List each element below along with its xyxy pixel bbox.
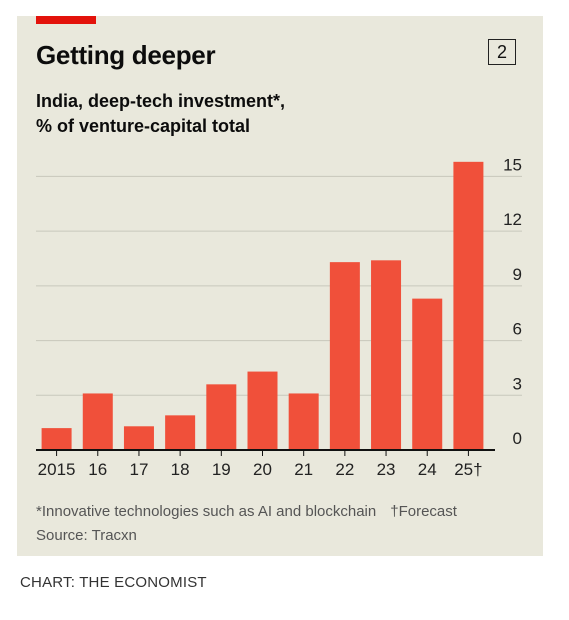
- x-tick-label: 19: [212, 460, 231, 479]
- bar-chart: 0 3 6 9 12 15 2015 16 17 18 19 20 21 22 23 24 25†: [36, 155, 522, 479]
- y-tick-label: 3: [513, 374, 522, 393]
- subtitle-line-2: % of venture-capital total: [36, 116, 251, 136]
- chart-title: Getting deeper: [36, 40, 216, 70]
- bar: [206, 384, 237, 450]
- x-tick-label: 20: [253, 460, 272, 479]
- bar: [329, 262, 360, 450]
- y-tick-label: 15: [503, 155, 522, 174]
- x-tick-label: 23: [377, 460, 396, 479]
- y-tick-label: 12: [503, 210, 522, 229]
- subtitle-line-1: India, deep-tech investment*,: [36, 91, 286, 111]
- x-tick-label: 22: [335, 460, 354, 479]
- x-tick-label: 24: [418, 460, 437, 479]
- x-tick-label: 17: [129, 460, 148, 479]
- bar: [453, 161, 484, 450]
- x-tick-label: 16: [88, 460, 107, 479]
- x-tick-label: 25†: [454, 460, 482, 479]
- bar: [288, 393, 319, 450]
- footnote-forecast: †Forecast: [390, 503, 457, 520]
- bar: [371, 260, 402, 450]
- bar: [123, 426, 154, 450]
- chart-panel: Getting deeper 2 India, deep-tech invest…: [17, 16, 543, 556]
- x-tick-label: 18: [171, 460, 190, 479]
- footnote-innovative: *Innovative technologies such as AI and …: [36, 503, 377, 520]
- red-tag-accent: [36, 16, 96, 24]
- bar: [165, 415, 196, 450]
- chart-subtitle: India, deep-tech investment*, % of ventu…: [36, 89, 285, 139]
- bar: [41, 428, 72, 450]
- chart-number-badge: 2: [488, 39, 516, 65]
- x-tick-label: 21: [294, 460, 313, 479]
- chart-credit: CHART: THE ECONOMIST: [20, 574, 207, 591]
- y-tick-label: 0: [513, 429, 522, 448]
- x-tick-label: 2015: [38, 460, 76, 479]
- y-tick-label: 6: [513, 320, 522, 339]
- footnotes: *Innovative technologies such as AI and …: [36, 500, 457, 548]
- y-tick-label: 9: [513, 265, 522, 284]
- bar: [412, 298, 443, 450]
- bar: [247, 371, 278, 450]
- bar: [82, 393, 113, 450]
- source-note: Source: Tracxn: [36, 527, 137, 544]
